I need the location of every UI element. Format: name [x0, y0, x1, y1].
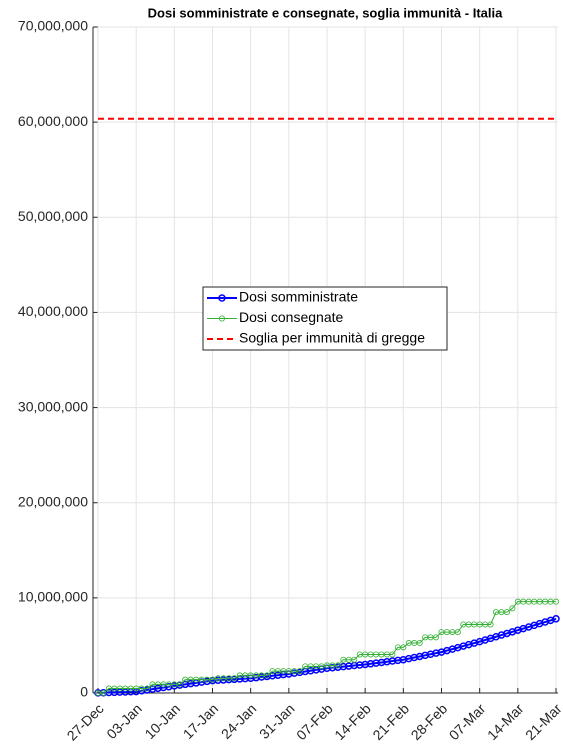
data-point: [209, 676, 216, 683]
legend-label: Dosi consegnate: [239, 309, 344, 325]
legend-label: Soglia per immunità di gregge: [239, 330, 425, 346]
x-tick-label: 31-Jan: [256, 700, 298, 742]
y-tick-label: 70,000,000: [18, 18, 88, 34]
series-line: [98, 601, 556, 694]
y-tick-label: 50,000,000: [18, 208, 88, 224]
data-point: [454, 629, 461, 636]
data-point: [100, 690, 107, 697]
x-tick-label: 14-Feb: [331, 700, 374, 743]
x-tick-label: 27-Dec: [64, 700, 107, 743]
x-tick-label: 24-Jan: [218, 700, 260, 742]
y-tick-label: 10,000,000: [18, 589, 88, 605]
data-point: [264, 672, 271, 679]
x-tick-label: 10-Jan: [141, 700, 183, 742]
data-point: [296, 668, 303, 675]
x-tick-label: 03-Jan: [103, 700, 145, 742]
y-tick-label: 20,000,000: [18, 493, 88, 509]
data-point: [176, 681, 183, 688]
data-point: [351, 656, 358, 663]
legend-marker: [218, 294, 226, 302]
data-point: [433, 634, 440, 641]
x-tick-label: 21-Mar: [522, 700, 563, 743]
data-point: [400, 644, 407, 651]
legend-marker: [218, 315, 225, 322]
data-point: [389, 651, 396, 658]
legend: Dosi somministrate Dosi consegnate Soglia …: [202, 286, 448, 351]
legend-box: [202, 286, 448, 351]
data-point: [509, 605, 516, 612]
data-point: [503, 609, 510, 616]
legend-label: Dosi somministrate: [239, 289, 358, 305]
data-point: [552, 615, 560, 623]
x-tick-label: 07-Mar: [446, 700, 489, 743]
y-tick-label: 30,000,000: [18, 398, 88, 414]
x-tick-label: 14-Mar: [484, 700, 527, 743]
x-tick-label: 21-Feb: [369, 700, 412, 743]
data-point: [487, 621, 494, 628]
y-tick-label: 40,000,000: [18, 303, 88, 319]
data-point: [416, 640, 423, 647]
data-point: [553, 598, 560, 605]
y-tick-label: 0: [80, 684, 88, 700]
x-tick-label: 07-Feb: [293, 700, 336, 743]
data-point: [318, 663, 325, 670]
data-point: [144, 685, 151, 692]
x-tick-label: 28-Feb: [408, 700, 451, 743]
data-point: [334, 662, 341, 669]
chart-title: Dosi somministrate e consegnate, soglia …: [148, 5, 503, 20]
data-point: [231, 675, 238, 682]
x-tick-label: 17-Jan: [180, 700, 222, 742]
y-tick-label: 60,000,000: [18, 113, 88, 129]
